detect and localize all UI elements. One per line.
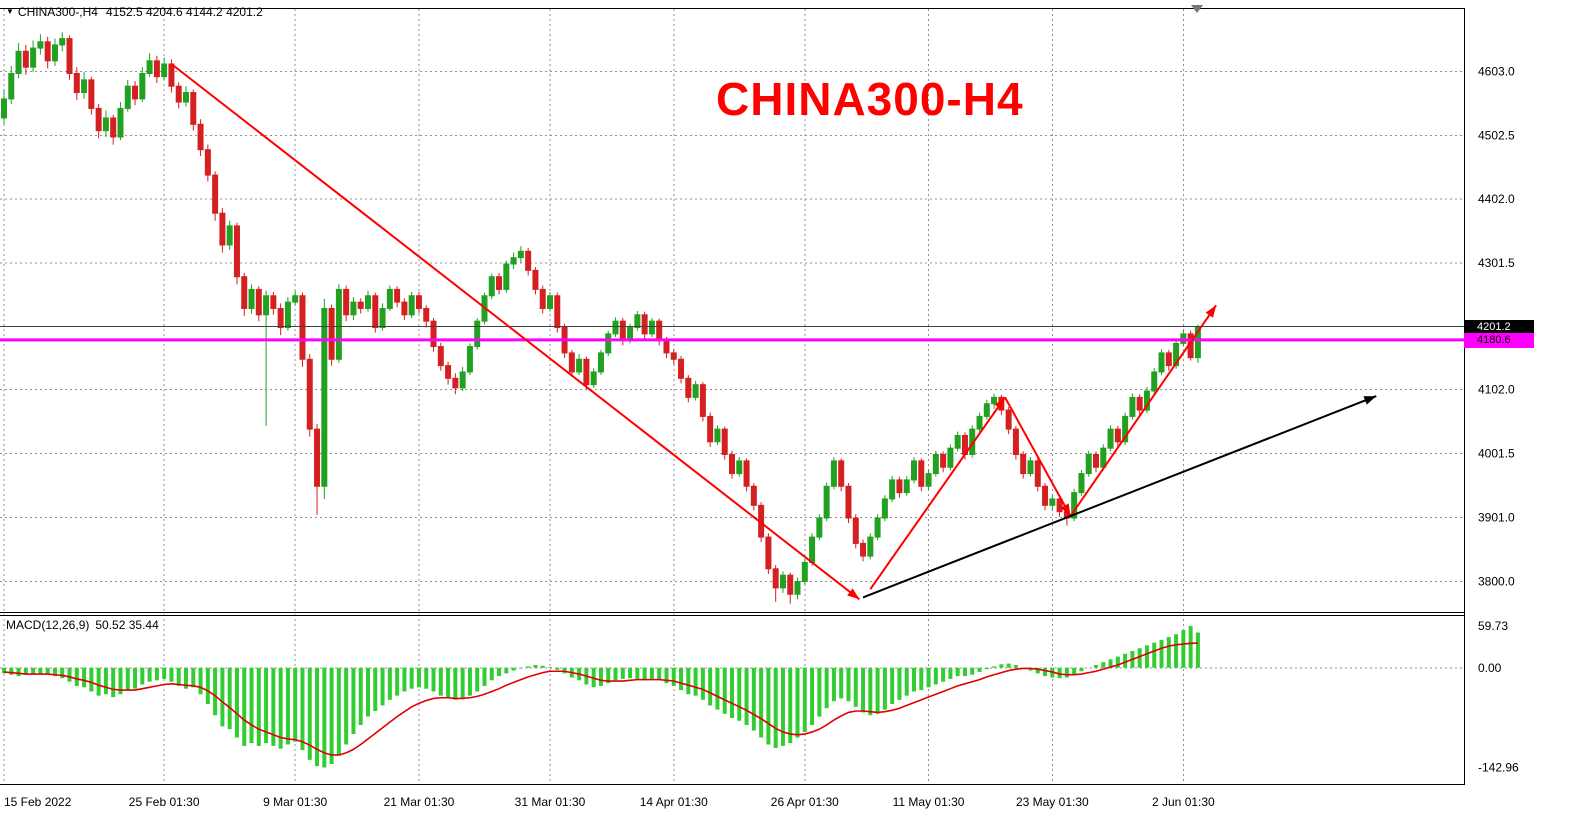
macd-signal-line bbox=[3, 642, 1198, 756]
horizontal-level-badge: 4180.6 bbox=[1464, 332, 1534, 348]
downtrend-arrow-head bbox=[847, 588, 860, 600]
time-axis-label: 11 May 01:30 bbox=[893, 795, 965, 809]
macd-axis-labels: 59.73 0.00 -142.96 bbox=[1478, 619, 1519, 774]
annotations-layer[interactable] bbox=[170, 63, 1377, 601]
impulse-up-1 bbox=[869, 396, 1006, 590]
time-axis-label: 9 Mar 01:30 bbox=[263, 795, 327, 809]
time-axis-labels: 15 Feb 2022 25 Feb 01:30 9 Mar 01:30 21 Mar… bbox=[4, 795, 1215, 809]
impulse-up-1-head bbox=[994, 397, 1005, 410]
macd-indicator-label: MACD(12,26,9) 50.52 35.44 bbox=[6, 618, 159, 632]
macd-name: MACD(12,26,9) bbox=[6, 618, 90, 632]
time-axis-label: 14 Apr 01:30 bbox=[640, 795, 708, 809]
time-axis-label: 23 May 01:30 bbox=[1016, 795, 1089, 809]
impulse-up-2-head bbox=[1205, 305, 1217, 318]
macd-histogram bbox=[2, 626, 1200, 768]
correction-down-head bbox=[1060, 503, 1071, 517]
symbol-collapse-icon[interactable]: ▼ bbox=[6, 7, 14, 16]
price-axis-label: 4402.0 bbox=[1478, 192, 1515, 206]
pane-borders bbox=[0, 8, 1465, 785]
price-axis-label: 4301.5 bbox=[1478, 256, 1515, 270]
time-axis-label: 15 Feb 2022 bbox=[4, 795, 72, 809]
current-price-badge: 4201.2 bbox=[1464, 319, 1534, 335]
macd-values: 50.52 35.44 bbox=[95, 618, 159, 632]
downtrend-arrow bbox=[170, 63, 861, 601]
chart-title-line: ▼ CHINA300-,H4 4152.5 4204.6 4144.2 4201.2 bbox=[6, 5, 263, 19]
chart-shift-marker-icon[interactable] bbox=[1191, 5, 1203, 13]
time-axis-label: 25 Feb 01:30 bbox=[129, 795, 200, 809]
symbol-period-label: CHINA300-,H4 bbox=[17, 5, 98, 19]
correction-down bbox=[1004, 396, 1072, 517]
uptrend-arrow bbox=[862, 395, 1377, 599]
price-axis-label: 3901.0 bbox=[1478, 510, 1515, 524]
price-axis-label: 4102.0 bbox=[1478, 383, 1515, 397]
price-axis-label: 4603.0 bbox=[1478, 65, 1515, 79]
price-axis-labels: 4603.0 4502.5 4402.0 4301.5 4102.0 4001.5 3901… bbox=[1478, 65, 1515, 589]
macd-axis-label: -142.96 bbox=[1478, 760, 1519, 774]
price-axis-label: 4502.5 bbox=[1478, 128, 1515, 142]
time-axis-label: 21 Mar 01:30 bbox=[384, 795, 455, 809]
price-axis-label: 4001.5 bbox=[1478, 447, 1515, 461]
time-axis-label: 2 Jun 01:30 bbox=[1152, 795, 1215, 809]
chart-watermark-text: CHINA300-H4 bbox=[716, 73, 1024, 125]
time-axis-label: 31 Mar 01:30 bbox=[515, 795, 586, 809]
macd-axis-label: 0.00 bbox=[1478, 661, 1502, 675]
impulse-up-2 bbox=[1069, 304, 1217, 517]
time-axis-label: 26 Apr 01:30 bbox=[771, 795, 839, 809]
price-axis-label: 3800.0 bbox=[1478, 575, 1515, 589]
uptrend-arrow-head bbox=[1363, 396, 1377, 405]
price-lines-layer bbox=[0, 326, 1464, 342]
macd-axis-label: 59.73 bbox=[1478, 619, 1508, 633]
ohlc-values: 4152.5 4204.6 4144.2 4201.2 bbox=[105, 5, 263, 19]
candles-layer bbox=[1, 32, 1201, 604]
